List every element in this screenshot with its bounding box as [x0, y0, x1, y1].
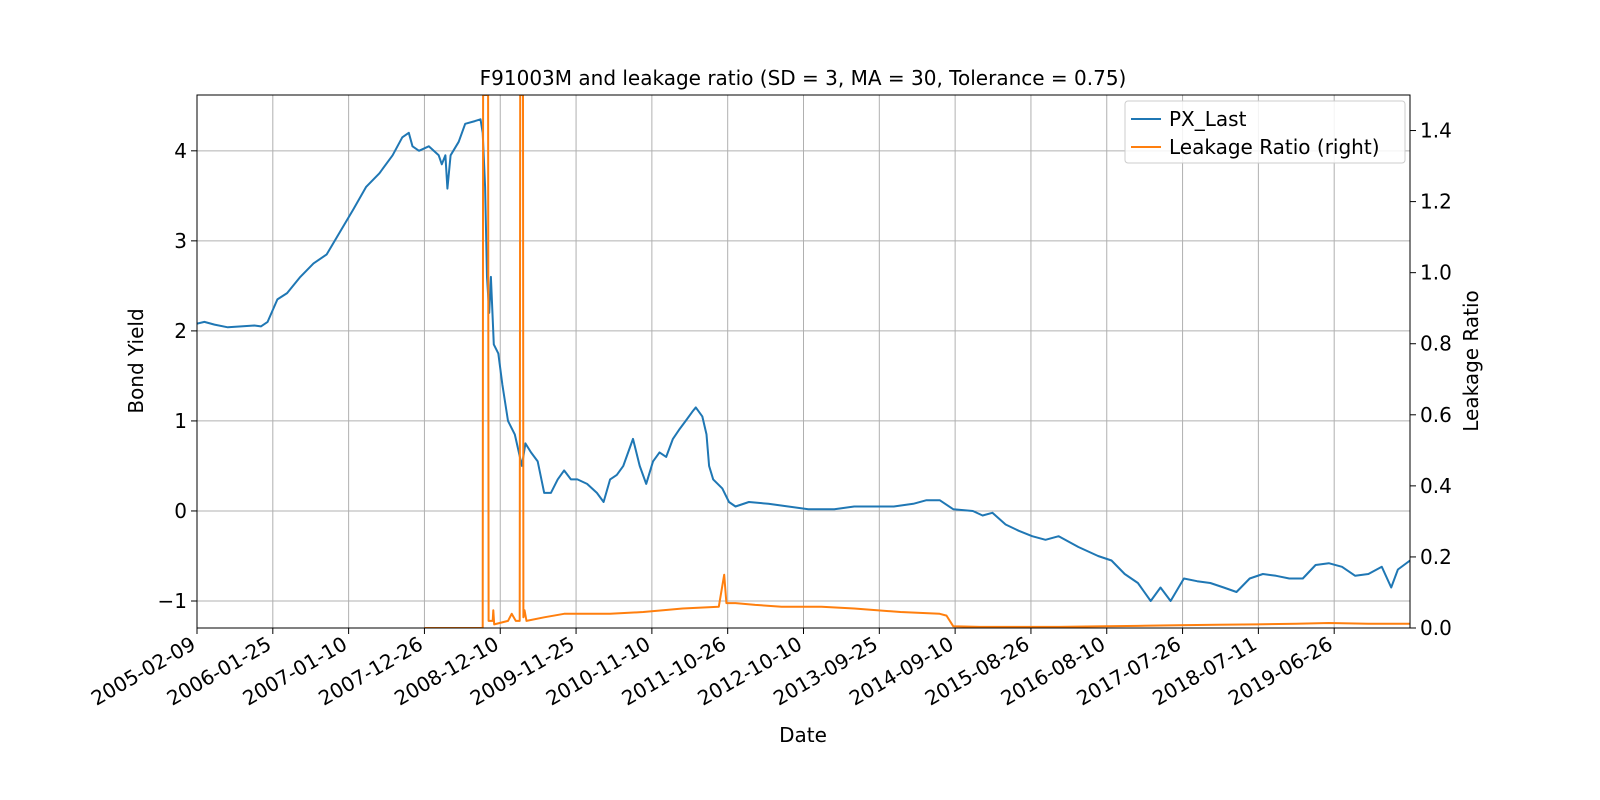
- y-tick-label-right: 1.4: [1420, 119, 1452, 143]
- y-tick-label-right: 0.4: [1420, 474, 1452, 498]
- legend: PX_Last Leakage Ratio (right): [1124, 100, 1406, 164]
- y-tick-label-right: 1.2: [1420, 190, 1452, 214]
- series-line-leakage-ratio: [424, 95, 1410, 628]
- series-line-px-last: [197, 118, 1410, 602]
- legend-label-px-last: PX_Last: [1169, 107, 1247, 131]
- y-axis-title-left: Bond Yield: [124, 308, 148, 413]
- legend-box: [1124, 100, 1406, 164]
- y-tick-label-right: 1.0: [1420, 261, 1452, 285]
- y-tick-label-left: 1: [174, 409, 187, 433]
- y-tick-label-left: 4: [174, 139, 187, 163]
- chart-title: F91003M and leakage ratio (SD = 3, MA = …: [480, 66, 1127, 90]
- y-tick-label-left: 0: [174, 499, 187, 523]
- axes: 2005-02-092006-01-252007-01-102007-12-26…: [87, 119, 1452, 711]
- y-tick-label-right: 0.8: [1420, 332, 1452, 356]
- y-tick-label-left: 3: [174, 229, 187, 253]
- y-tick-label-right: 0.2: [1420, 545, 1452, 569]
- series-lines: [197, 95, 1410, 628]
- y-tick-label-left: −1: [158, 589, 187, 613]
- y-axis-title-right: Leakage Ratio: [1459, 290, 1483, 432]
- y-tick-label-right: 0.6: [1420, 403, 1452, 427]
- y-tick-label-left: 2: [174, 319, 187, 343]
- y-tick-label-right: 0.0: [1420, 616, 1452, 640]
- x-axis-title: Date: [779, 723, 827, 747]
- legend-label-leakage-ratio: Leakage Ratio (right): [1169, 135, 1380, 159]
